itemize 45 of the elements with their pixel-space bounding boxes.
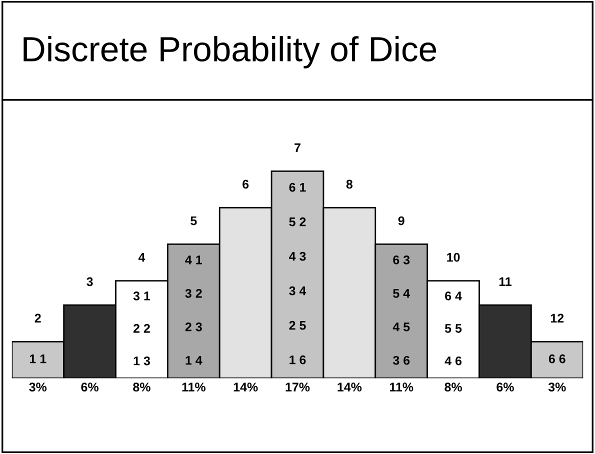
annotation: 6 4	[445, 292, 462, 300]
x-tick-label: 6	[242, 180, 249, 189]
annotation: 2 5	[289, 320, 306, 330]
data-label: 11%	[182, 382, 206, 392]
x-tick-label: 7	[294, 143, 300, 152]
x-tick-label: 12	[550, 314, 564, 322]
x-tick-label: 8	[346, 180, 353, 189]
annotation: 4 3	[289, 252, 306, 261]
data-label: 8%	[444, 382, 462, 392]
annotation: 2 3	[185, 322, 202, 332]
data-label: 8%	[133, 382, 150, 392]
x-tick-label: 10	[447, 252, 460, 262]
annotation: 4 6	[444, 356, 462, 366]
chart-title: Discrete Probability of Dice	[24, 36, 436, 68]
x-tick-label: 11	[499, 277, 512, 286]
x-tick-label: 3	[86, 277, 93, 286]
data-label: 3%	[29, 382, 47, 392]
x-tick-label: 5	[190, 216, 197, 226]
annotation: 6 6	[548, 354, 566, 364]
data-label: 3%	[548, 382, 566, 392]
annotation: 4 5	[392, 322, 410, 332]
data-label: 6%	[496, 382, 514, 392]
data-label: 6%	[81, 382, 98, 392]
annotation: 5 5	[444, 324, 462, 333]
annotation: 3 1	[133, 292, 150, 300]
x-tick-label: 4	[138, 253, 146, 262]
annotation: 1 6	[290, 355, 306, 364]
data-label: 17%	[286, 382, 310, 392]
annotation: 1 3	[134, 356, 150, 366]
annotation: 4 1	[185, 256, 202, 264]
annotation: 1 4	[186, 356, 202, 365]
x-tick-label: 2	[34, 314, 41, 322]
x-tick-label: 9	[398, 216, 404, 226]
annotation: 3 2	[185, 288, 202, 298]
annotation: 3 6	[392, 356, 410, 365]
annotation: 5 4	[393, 289, 410, 298]
data-label: 11%	[390, 382, 414, 392]
data-label: 14%	[234, 382, 258, 392]
annotation: 1 1	[30, 354, 46, 364]
annotation: 6 1	[289, 182, 306, 192]
annotation: 3 4	[289, 286, 306, 296]
data-label: 14%	[338, 382, 362, 392]
annotation: 6 3	[393, 255, 410, 264]
annotation: 2 2	[133, 324, 150, 333]
annotation: 5 2	[289, 217, 306, 226]
